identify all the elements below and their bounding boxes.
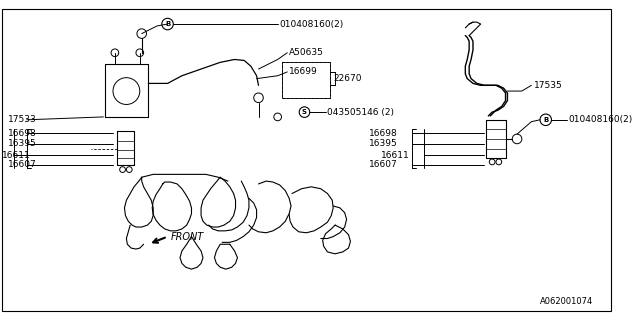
Text: 17533: 17533 bbox=[8, 115, 36, 124]
Text: 16611: 16611 bbox=[381, 151, 410, 160]
Text: B: B bbox=[165, 21, 170, 27]
Text: A50635: A50635 bbox=[289, 48, 324, 57]
Text: A062001074: A062001074 bbox=[540, 297, 594, 306]
Text: 16607: 16607 bbox=[369, 160, 397, 169]
Text: 16395: 16395 bbox=[369, 139, 397, 148]
Text: 043505146 (2): 043505146 (2) bbox=[328, 108, 394, 116]
Text: FRONT: FRONT bbox=[170, 232, 204, 242]
Text: 16698: 16698 bbox=[8, 129, 36, 138]
Text: 16395: 16395 bbox=[8, 139, 36, 148]
Text: 16698: 16698 bbox=[369, 129, 397, 138]
Text: 16611: 16611 bbox=[2, 151, 31, 160]
Text: 010408160(2): 010408160(2) bbox=[569, 115, 633, 124]
Text: S: S bbox=[302, 109, 307, 115]
Text: B: B bbox=[543, 117, 548, 123]
Text: 16607: 16607 bbox=[8, 160, 36, 169]
Text: 17535: 17535 bbox=[534, 81, 563, 90]
Text: 010408160(2): 010408160(2) bbox=[280, 20, 344, 28]
Text: 16699: 16699 bbox=[289, 68, 318, 76]
Text: 22670: 22670 bbox=[333, 74, 362, 83]
